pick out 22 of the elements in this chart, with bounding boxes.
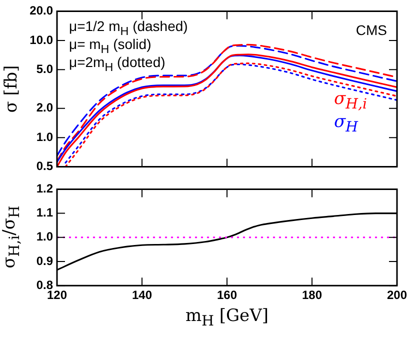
- x-tick-label: 200: [386, 288, 408, 302]
- y-tick-label: 1.0: [36, 130, 54, 144]
- y-tick-label: 20.0: [30, 4, 54, 18]
- series-label: σ$_{H,i}$: [334, 89, 367, 112]
- annotation: μ=1/2 m$_{H}$ (dashed): [69, 18, 188, 38]
- x-tick-label: 160: [216, 288, 238, 302]
- y-axis-title: σ [fb]: [2, 65, 22, 113]
- y-tick-label: 1.2: [36, 182, 54, 196]
- y-tick-label: 1.1: [36, 206, 54, 220]
- y-tick-label: 0.5: [36, 159, 54, 174]
- annotation: μ=2m$_{H}$ (dotted): [69, 54, 166, 74]
- y-tick-label: 1.0: [36, 230, 54, 244]
- y-tick-label: 0.9: [36, 254, 54, 268]
- series-label: σ$_{H}$: [334, 112, 360, 135]
- y-tick-label: 2.0: [36, 100, 54, 115]
- x-tick-label: 140: [132, 288, 152, 302]
- x-axis-title: m$_{H}$ [GeV]: [185, 306, 269, 329]
- annotation: CMS: [356, 22, 387, 38]
- y-tick-label: 5.0: [36, 62, 54, 76]
- x-tick-label: 180: [302, 288, 322, 302]
- y-tick-label: 10.0: [30, 32, 54, 47]
- annotation: μ= m$_{H}$ (solid): [69, 36, 152, 56]
